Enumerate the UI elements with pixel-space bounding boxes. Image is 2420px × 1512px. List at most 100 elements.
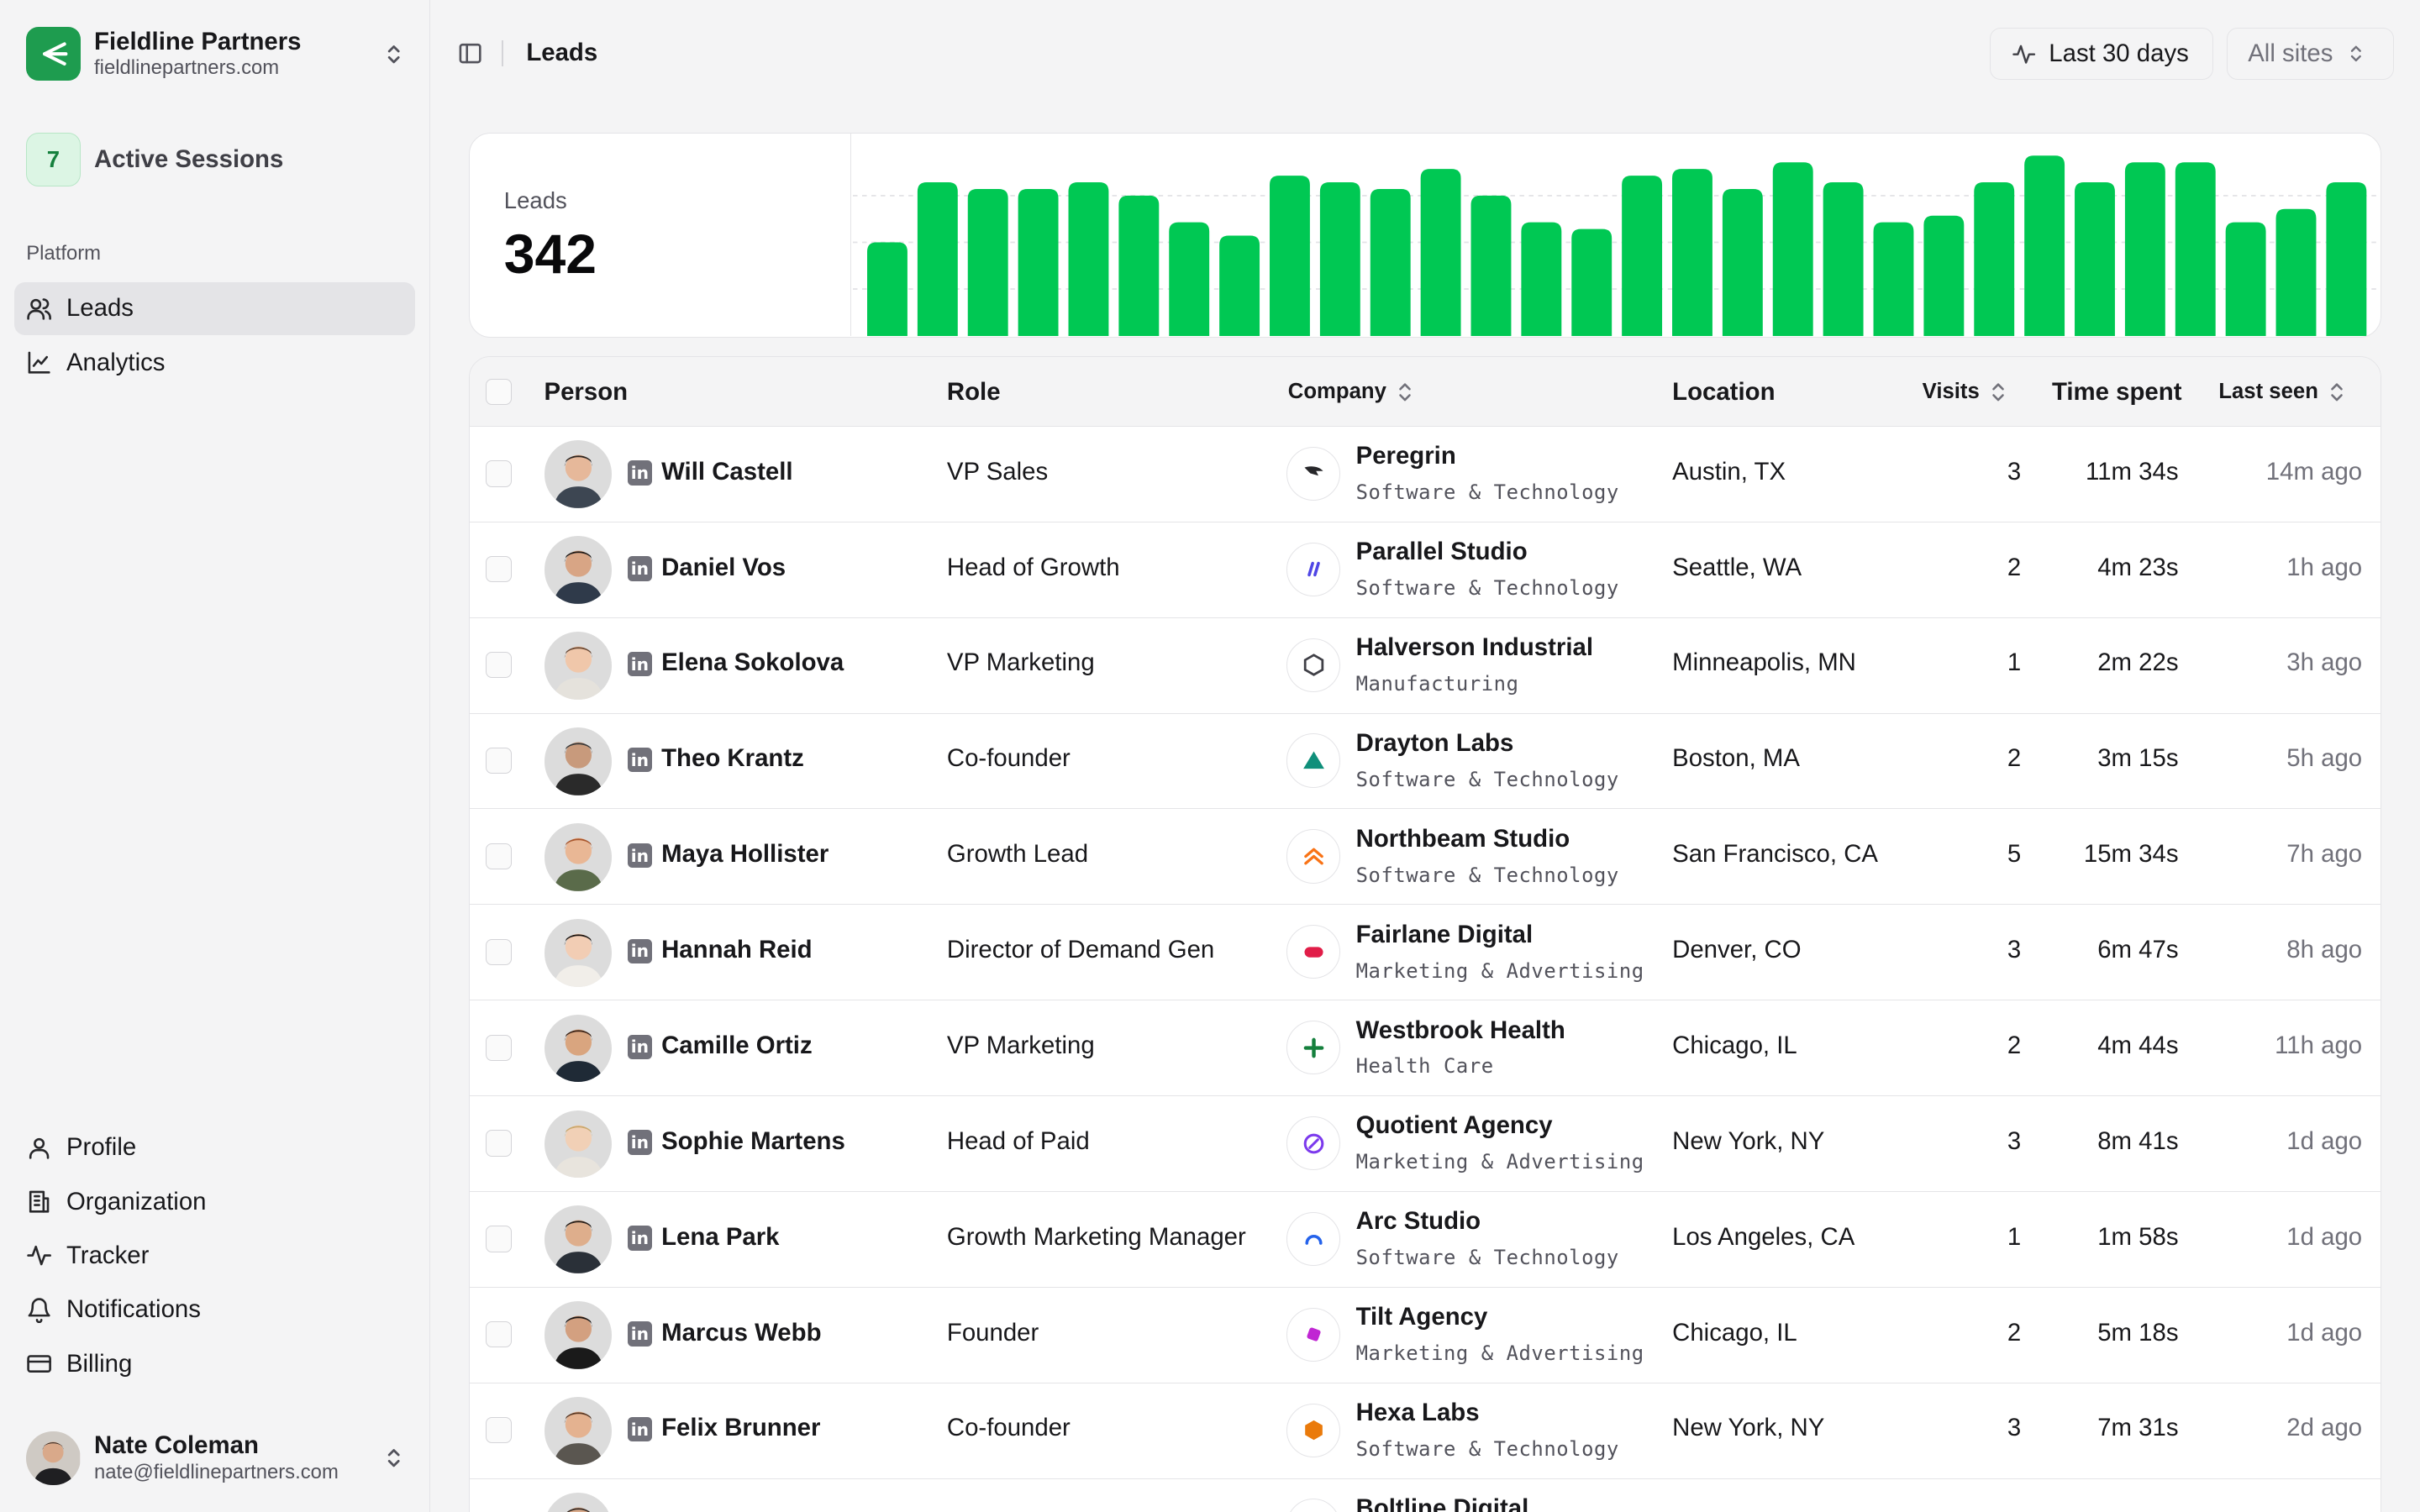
person-name[interactable]: Sophie Martens (661, 1126, 845, 1155)
company-name[interactable]: Quotient Agency (1355, 1111, 1553, 1140)
row-checkbox[interactable] (485, 1226, 512, 1252)
nav-item-profile[interactable]: Profile (14, 1121, 416, 1173)
sidebar-toggle-icon[interactable] (457, 40, 483, 66)
person-name[interactable]: Marcus Webb (661, 1318, 822, 1347)
chart-bar[interactable] (1671, 169, 1712, 336)
chart-bar[interactable] (2024, 155, 2065, 336)
linkedin-icon[interactable]: in (627, 843, 653, 869)
row-checkbox[interactable] (485, 460, 512, 487)
col-company[interactable]: Company (1288, 357, 1414, 427)
company-name[interactable]: Tilt Agency (1355, 1303, 1488, 1331)
chart-bar[interactable] (1470, 195, 1512, 336)
table-row[interactable]: in Marcus Webb Founder Tilt Agency Marketing… (470, 1287, 2381, 1383)
company-name[interactable]: Hexa Labs (1355, 1399, 1480, 1427)
chart-bar[interactable] (1420, 169, 1461, 336)
company-name[interactable]: Boltline Digital (1355, 1494, 1529, 1512)
table-row[interactable]: in Daniel Vos Head of Growth Parallel Studi… (470, 522, 2381, 618)
col-visits[interactable]: Visits (1923, 357, 2007, 427)
person-name[interactable]: Maya Hollister (661, 840, 829, 869)
table-row[interactable]: in Hannah Reid Director of Demand Gen Fairl… (470, 905, 2381, 1001)
chart-bar[interactable] (1018, 188, 1059, 336)
table-row[interactable]: in Will Castell VP Sales Peregrin Software &… (470, 426, 2381, 522)
company-name[interactable]: Westbrook Health (1355, 1016, 1565, 1044)
nav-item-tracker[interactable]: Tracker (14, 1230, 416, 1282)
linkedin-icon[interactable]: in (627, 747, 653, 773)
person-name[interactable]: Lena Park (661, 1222, 780, 1251)
chart-bar[interactable] (1269, 176, 1310, 336)
row-checkbox[interactable] (485, 1417, 512, 1444)
person-name[interactable]: Hannah Reid (661, 936, 813, 963)
chart-bar[interactable] (1823, 182, 1864, 336)
chart-bar[interactable] (2275, 208, 2317, 336)
user-menu[interactable]: Nate Coleman nate@fieldlinepartners.com (26, 1429, 406, 1488)
person-name[interactable]: Theo Krantz (661, 744, 804, 773)
chart-bar[interactable] (1974, 182, 2015, 336)
row-checkbox[interactable] (485, 652, 512, 679)
company-name[interactable]: Northbeam Studio (1355, 824, 1570, 853)
linkedin-icon[interactable]: in (627, 1226, 653, 1251)
person-name[interactable]: Felix Brunner (661, 1414, 821, 1442)
chart-bar[interactable] (1873, 222, 1914, 336)
chart-bar[interactable] (1218, 235, 1260, 336)
row-checkbox[interactable] (485, 747, 512, 774)
company-name[interactable]: Peregrin (1355, 442, 1456, 470)
linkedin-icon[interactable]: in (627, 556, 653, 581)
chart-bar[interactable] (1621, 176, 1662, 336)
chart-bar[interactable] (1118, 195, 1160, 336)
chart-bar[interactable] (1319, 182, 1360, 336)
site-select[interactable]: All sites (2227, 28, 2394, 81)
table-row[interactable]: in Felix Brunner Co-founder Hexa Labs Softwa… (470, 1383, 2381, 1479)
person-name[interactable]: Elena Sokolova (661, 648, 844, 677)
row-checkbox[interactable] (485, 843, 512, 870)
linkedin-icon[interactable]: in (627, 938, 653, 964)
chart-bar[interactable] (2124, 162, 2165, 336)
row-checkbox[interactable] (485, 556, 512, 583)
company-name[interactable]: Arc Studio (1355, 1207, 1481, 1236)
table-row[interactable]: in Theo Krantz Co-founder Drayton Labs Softw… (470, 713, 2381, 810)
table-row[interactable]: in Lena Park Growth Marketing Manager Arc S… (470, 1191, 2381, 1288)
table-row[interactable]: Boltline Digital (470, 1478, 2381, 1512)
linkedin-icon[interactable]: in (627, 652, 653, 677)
chart-bar[interactable] (1923, 215, 1965, 336)
chart-bar[interactable] (1068, 182, 1109, 336)
linkedin-icon[interactable]: in (627, 1321, 653, 1347)
chart-bar[interactable] (967, 188, 1008, 336)
chart-bar[interactable] (1169, 222, 1210, 336)
linkedin-icon[interactable]: in (627, 1130, 653, 1155)
chart-bar[interactable] (1370, 188, 1411, 336)
table-row[interactable]: in Maya Hollister Growth Lead Northbeam Stu… (470, 809, 2381, 906)
org-switcher[interactable]: Fieldline Partners fieldlinepartners.com (26, 26, 406, 81)
linkedin-icon[interactable]: in (627, 460, 653, 486)
chart-bar[interactable] (2225, 222, 2266, 336)
chart-bar[interactable] (1722, 188, 1763, 336)
chart-bar[interactable] (866, 242, 908, 336)
linkedin-icon[interactable]: in (627, 1417, 653, 1442)
chart-bar[interactable] (1571, 228, 1612, 336)
row-checkbox[interactable] (485, 1321, 512, 1348)
active-sessions[interactable]: 7 Active Sessions (26, 132, 283, 187)
chart-bar[interactable] (2175, 162, 2216, 336)
chart-bar[interactable] (1772, 162, 1813, 336)
row-checkbox[interactable] (485, 1034, 512, 1061)
table-row[interactable]: in Sophie Martens Head of Paid Quotient Age… (470, 1096, 2381, 1192)
chart-bar[interactable] (2074, 182, 2115, 336)
table-row[interactable]: in Elena Sokolova VP Marketing Halverson In… (470, 617, 2381, 714)
company-name[interactable]: Drayton Labs (1355, 728, 1514, 757)
nav-item-leads[interactable]: Leads (13, 282, 416, 335)
chart-bar[interactable] (2326, 182, 2367, 336)
person-name[interactable]: Daniel Vos (661, 553, 786, 581)
date-range-button[interactable]: Last 30 days (1989, 28, 2213, 81)
col-last-seen[interactable]: Last seen (2218, 357, 2346, 427)
company-name[interactable]: Halverson Industrial (1355, 633, 1594, 662)
person-name[interactable]: Will Castell (661, 457, 793, 486)
person-name[interactable]: Camille Ortiz (661, 1031, 813, 1059)
company-name[interactable]: Parallel Studio (1355, 538, 1528, 566)
nav-item-analytics[interactable]: Analytics (14, 336, 416, 388)
nav-item-notifications[interactable]: Notifications (14, 1284, 416, 1336)
chart-bar[interactable] (917, 182, 958, 336)
row-checkbox[interactable] (485, 1130, 512, 1157)
nav-item-billing[interactable]: Billing (14, 1337, 416, 1389)
row-checkbox[interactable] (485, 938, 512, 965)
nav-item-organization[interactable]: Organization (14, 1176, 416, 1228)
table-row[interactable]: in Camille Ortiz VP Marketing Westbrook Hea… (470, 1000, 2381, 1097)
